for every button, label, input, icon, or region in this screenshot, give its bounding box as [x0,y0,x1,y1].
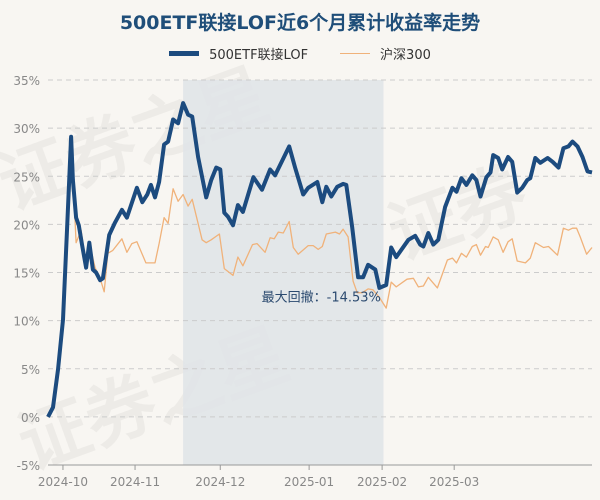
y-tick-label: -5% [17,459,40,473]
max-drawdown-label: 最大回撤：-14.53% [262,289,381,305]
y-axis-ticks: 35% 30% 25% 20% 15% 10% 5% 0% -5% [13,74,40,473]
x-tick-label: 2025-01 [284,475,334,489]
x-tick-label: 2024-11 [110,475,160,489]
legend-item-hs300[interactable]: 沪深300 [340,44,431,63]
y-tick-label: 5% [21,363,40,377]
x-tick-label: 2024-10 [38,475,88,489]
y-tick-label: 15% [13,267,40,281]
series-line-hs300 [47,154,593,418]
legend-item-fund[interactable]: 500ETF联接LOF [169,44,308,63]
x-axis-ticks: 2024-10 2024-11 2024-12 2025-01 2025-02 2025-… [38,465,479,489]
legend-label-hs300: 沪深300 [380,48,431,63]
y-tick-label: 25% [13,170,40,184]
legend-label-fund: 500ETF联接LOF [209,48,309,63]
chart-title: 500ETF联接LOF近6个月累计收益率走势 [119,12,481,34]
grid-lines [48,79,592,418]
y-tick-label: 35% [13,74,40,88]
legend-swatch-fund [169,51,200,56]
x-tick-label: 2024-12 [195,475,245,489]
y-tick-label: 20% [13,218,40,232]
x-tick-label: 2025-02 [357,475,407,489]
series-lines [46,101,593,418]
y-tick-label: 30% [13,122,40,136]
series-line-fund [46,101,593,418]
x-tick-label: 2025-03 [429,475,479,489]
legend: 500ETF联接LOF 沪深300 [0,44,600,63]
y-tick-label: 0% [21,411,40,425]
legend-swatch-hs300 [340,53,371,54]
y-tick-label: 10% [13,315,40,329]
